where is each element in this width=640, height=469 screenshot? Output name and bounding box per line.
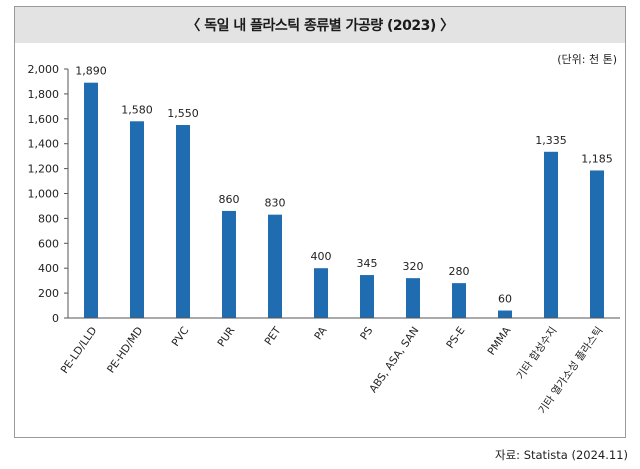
x-tick-label: PA xyxy=(312,324,330,342)
bar xyxy=(544,151,558,318)
x-tick-label: PE-HD/MD xyxy=(105,325,145,376)
x-tick-label: PET xyxy=(263,324,284,347)
y-tick-label: 800 xyxy=(38,212,59,225)
y-tick-label: 400 xyxy=(38,262,59,275)
x-tick-label: PE-LD/LLD xyxy=(59,325,100,376)
bar-value-label: 400 xyxy=(311,250,332,263)
bar xyxy=(406,278,420,318)
x-tick-label: ABS, ASA, SAN xyxy=(367,325,421,395)
bar-value-label: 860 xyxy=(219,193,240,206)
bar-value-label: 1,550 xyxy=(167,107,199,120)
y-tick-label: 2,000 xyxy=(28,63,60,76)
bar xyxy=(314,268,328,318)
source-note: 자료: Statista (2024.11) xyxy=(495,448,628,462)
bar xyxy=(268,214,282,318)
bar-value-label: 60 xyxy=(498,293,512,306)
y-axis: 0 200 400 600 800 1,000 1,200 1,400 1,600 1,800 2,… xyxy=(28,63,69,325)
bar xyxy=(222,210,236,318)
bar xyxy=(498,310,512,318)
y-tick-label: 200 xyxy=(38,287,59,300)
x-tick-label: PUR xyxy=(215,325,237,349)
x-tick-label: PS xyxy=(358,325,375,343)
y-tick-label: 1,200 xyxy=(28,163,60,176)
y-tick-label: 1,400 xyxy=(28,138,60,151)
chart-title: 〈 독일 내 플라스틱 종류별 가공량 (2023) 〉 xyxy=(186,18,454,34)
unit-note: (단위: 천 톤) xyxy=(557,52,617,66)
bar xyxy=(590,170,604,318)
bar xyxy=(130,121,144,318)
bar-value-label: 280 xyxy=(449,265,470,278)
bar-value-label: 1,335 xyxy=(535,134,567,147)
bars: 1,890 1,580 1,550 860 830 400 345 320 280 60 1,335… xyxy=(75,65,613,319)
bar-value-label: 1,580 xyxy=(121,103,153,116)
bar xyxy=(452,283,466,318)
x-tick-label: PMMA xyxy=(485,324,513,357)
x-tick-label: 기타 합성수지 xyxy=(514,325,559,382)
y-tick-label: 1,800 xyxy=(28,88,60,101)
bar xyxy=(84,82,98,318)
bar-value-label: 1,185 xyxy=(581,152,613,165)
bar-value-label: 1,890 xyxy=(75,65,107,78)
y-tick-label: 0 xyxy=(52,312,59,325)
y-tick-label: 600 xyxy=(38,237,59,250)
x-tick-label: PVC xyxy=(170,325,192,349)
y-tick-label: 1,000 xyxy=(28,188,60,201)
x-tick-label: PS-E xyxy=(444,325,467,351)
title-bar: 〈 독일 내 플라스틱 종류별 가공량 (2023) 〉 xyxy=(15,7,625,43)
bar xyxy=(360,275,374,318)
bar-value-label: 830 xyxy=(265,197,286,210)
y-tick-label: 1,600 xyxy=(28,113,60,126)
chart-frame: 〈 독일 내 플라스틱 종류별 가공량 (2023) 〉 xyxy=(14,6,626,438)
bar xyxy=(176,125,190,319)
bar-value-label: 345 xyxy=(357,257,378,270)
bar-value-label: 320 xyxy=(403,260,424,273)
